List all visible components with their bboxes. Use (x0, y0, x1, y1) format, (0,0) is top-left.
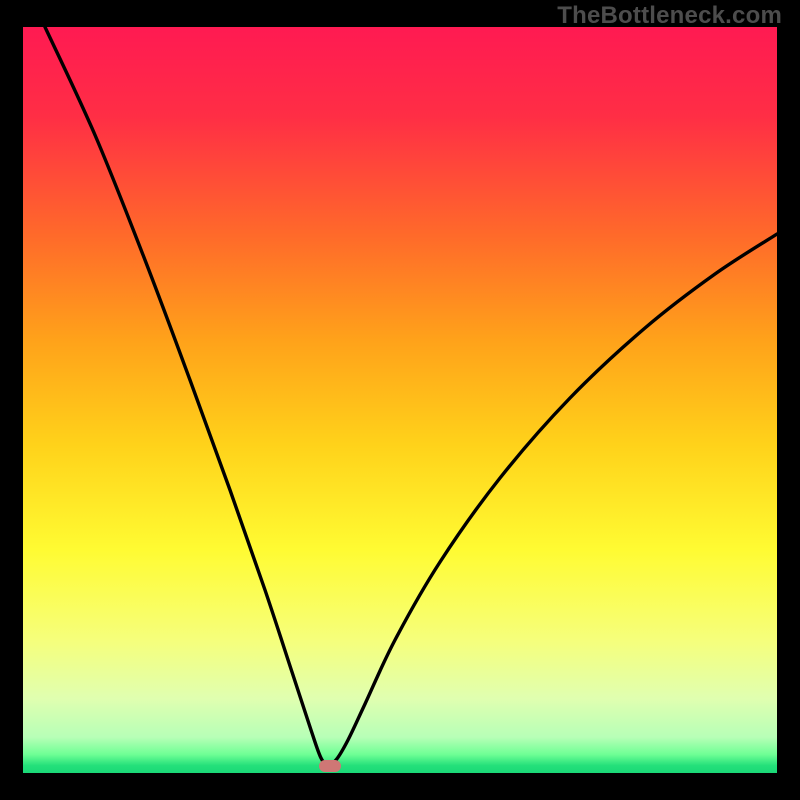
min-marker (319, 760, 341, 772)
frame-border (0, 0, 23, 800)
frame-border (777, 0, 800, 800)
bottleneck-curve-chart (0, 0, 800, 800)
chart-stage: TheBottleneck.com (0, 0, 800, 800)
watermark-text: TheBottleneck.com (557, 2, 782, 30)
gradient-background (23, 27, 777, 773)
frame-border (0, 773, 800, 800)
